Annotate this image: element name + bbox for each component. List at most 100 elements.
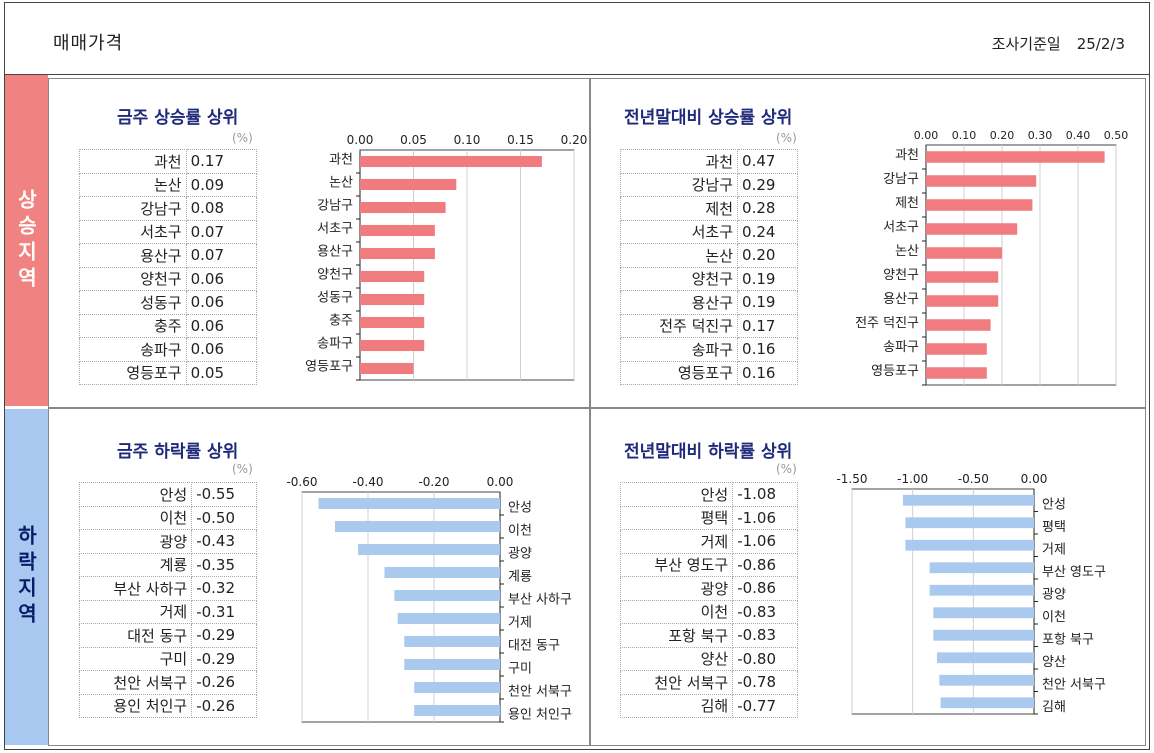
tick-label: -0.40 <box>352 475 383 489</box>
category-label: 영등포구 <box>305 360 353 375</box>
bar <box>358 543 500 556</box>
table-row: 구미 -0.29 <box>78 646 257 671</box>
category-label: 부산 사하구 <box>508 593 572 608</box>
row-region-name: 거제 <box>619 529 734 554</box>
table-row: 논산 0.09 <box>79 172 258 197</box>
yearly-fall-title: 전년말대비 하락률 상위 <box>624 442 793 462</box>
row-value: -0.80 <box>732 646 798 671</box>
row-value: -0.78 <box>732 670 798 695</box>
bar <box>926 271 999 283</box>
yearly-rise-chart: 0.00 0.10 0.20 0.30 0.40 0.50 과천강남구제천서초구논산양천구용… <box>855 129 1129 386</box>
page-title: 매매가격 <box>53 33 124 54</box>
row-value: -0.77 <box>732 693 798 718</box>
rise-region-label: 상승지역 <box>5 75 48 406</box>
table-row: 제천 0.28 <box>619 196 798 221</box>
category-label: 전주 덕진구 <box>855 316 919 331</box>
panel-yearly-fall <box>590 408 1146 746</box>
category-label: 강남구 <box>317 199 353 214</box>
table-row: 강남구 0.08 <box>79 196 258 221</box>
row-value: 0.29 <box>737 172 798 197</box>
bar <box>360 293 425 306</box>
table-row: 전주 덕진구 0.17 <box>619 313 798 338</box>
table-row: 성동구 0.06 <box>79 290 258 315</box>
category-label: 이천 <box>1042 610 1066 625</box>
table-row: 용인 처인구 -0.26 <box>78 693 257 718</box>
table-row: 계룡 -0.35 <box>78 552 257 577</box>
row-value: 0.28 <box>737 196 798 221</box>
row-value: -1.06 <box>732 505 798 530</box>
row-value: -0.29 <box>191 646 257 671</box>
table-row: 이천 -0.50 <box>78 505 257 530</box>
row-region-name: 부산 사하구 <box>78 576 193 601</box>
row-value: -0.43 <box>191 529 257 554</box>
row-value: 0.09 <box>185 172 258 197</box>
bar <box>926 367 987 379</box>
category-label: 송파구 <box>317 337 353 352</box>
bar <box>926 199 1033 211</box>
survey-date-label: 조사기준일 <box>991 35 1061 53</box>
row-value: -0.26 <box>191 670 257 695</box>
table-row: 논산 0.20 <box>619 243 798 268</box>
row-region-name: 과천 <box>79 149 187 174</box>
category-label: 안성 <box>1042 497 1066 512</box>
bar <box>926 247 1002 259</box>
table-row: 충주 0.06 <box>79 313 258 338</box>
bar <box>939 674 1034 686</box>
yearly-fall-unit: (%) <box>776 462 797 476</box>
bar <box>414 704 500 717</box>
yearly-rise-title: 전년말대비 상승률 상위 <box>624 108 793 128</box>
row-region-name: 포항 북구 <box>619 623 734 648</box>
tick-label: 0.00 <box>1021 472 1048 486</box>
row-value: 0.20 <box>737 243 798 268</box>
bar <box>360 224 435 237</box>
yearly-rise-unit: (%) <box>776 131 797 145</box>
bar <box>905 517 1034 529</box>
table-row: 서초구 0.24 <box>619 219 798 244</box>
panel-weekly-rise <box>48 78 590 408</box>
tick-label: 0.10 <box>952 129 977 142</box>
category-label: 양산 <box>1042 655 1066 670</box>
bar <box>404 658 500 671</box>
table-row: 거제 -1.06 <box>619 529 798 554</box>
row-region-name: 용산구 <box>619 290 739 315</box>
table-row: 양천구 0.19 <box>619 266 798 291</box>
category-label: 용산구 <box>883 292 919 307</box>
row-region-name: 양천구 <box>619 266 739 291</box>
row-region-name: 충주 <box>79 313 187 338</box>
row-value: -0.83 <box>732 599 798 624</box>
row-value: 0.05 <box>185 360 258 385</box>
table-row: 천안 서북구 -0.78 <box>619 670 798 695</box>
table-row: 광양 -0.43 <box>78 529 257 554</box>
tick-label: 0.20 <box>990 129 1015 142</box>
category-label: 부산 영도구 <box>1042 565 1106 580</box>
tick-label: 0.15 <box>507 133 534 147</box>
row-region-name: 용인 처인구 <box>78 693 193 718</box>
bar <box>936 652 1034 664</box>
bar <box>933 607 1034 619</box>
row-value: 0.06 <box>185 290 258 315</box>
category-label: 충주 <box>329 314 353 329</box>
survey-date: 조사기준일 25/2/3 <box>992 33 1125 54</box>
row-value: 0.17 <box>737 313 798 338</box>
category-label: 구미 <box>508 662 532 677</box>
bar <box>929 584 1034 596</box>
row-value: 0.19 <box>737 290 798 315</box>
tick-label: 0.50 <box>1104 129 1129 142</box>
row-region-name: 광양 <box>78 529 193 554</box>
category-label: 제천 <box>895 196 919 211</box>
tick-label: -1.50 <box>836 472 867 486</box>
table-row: 천안 서북구 -0.26 <box>78 670 257 695</box>
tick-label: 0.00 <box>347 133 374 147</box>
yearly-fall-table: 안성 -1.08 평택 -1.06 거제 -1.06 부산 영도구 -0.86 광양 -0.86 이… <box>619 482 798 718</box>
weekly-fall-table: 안성 -0.55 이천 -0.50 광양 -0.43 계룡 -0.35 부산 사하구 -0.32 거… <box>78 482 257 718</box>
category-label: 거제 <box>508 616 532 631</box>
bar <box>360 362 414 375</box>
category-label: 과천 <box>329 153 353 168</box>
weekly-rise-chart: 0.00 0.05 0.10 0.15 0.20 과천논산강남구서초구용산구양천구성동구충… <box>305 133 587 381</box>
bar <box>940 697 1034 709</box>
row-region-name: 부산 영도구 <box>619 552 734 577</box>
table-row: 강남구 0.29 <box>619 172 798 197</box>
row-region-name: 천안 서북구 <box>619 670 734 695</box>
table-row: 영등포구 0.16 <box>619 360 798 385</box>
